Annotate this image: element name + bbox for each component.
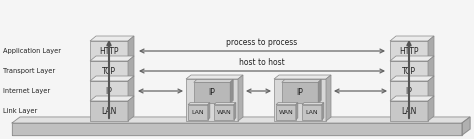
Polygon shape — [234, 103, 236, 120]
Polygon shape — [238, 75, 243, 121]
Polygon shape — [12, 123, 462, 135]
Polygon shape — [128, 56, 134, 81]
Polygon shape — [194, 79, 233, 82]
Polygon shape — [208, 103, 210, 120]
Polygon shape — [318, 79, 321, 103]
Polygon shape — [282, 79, 321, 82]
Polygon shape — [390, 36, 434, 41]
Polygon shape — [428, 96, 434, 121]
Polygon shape — [186, 75, 243, 79]
Text: Application Layer: Application Layer — [3, 48, 61, 54]
Polygon shape — [326, 75, 331, 121]
Polygon shape — [274, 79, 326, 121]
Text: process to process: process to process — [227, 38, 298, 47]
Text: LAN: LAN — [101, 106, 117, 116]
Polygon shape — [90, 101, 128, 121]
Text: HTTP: HTTP — [99, 47, 119, 55]
Polygon shape — [90, 36, 134, 41]
Polygon shape — [214, 105, 234, 120]
Polygon shape — [428, 56, 434, 81]
Polygon shape — [128, 96, 134, 121]
Text: LAN: LAN — [401, 106, 417, 116]
Polygon shape — [214, 103, 236, 105]
Text: IP: IP — [406, 86, 412, 95]
Text: Transport Layer: Transport Layer — [3, 68, 55, 74]
Polygon shape — [302, 103, 324, 105]
Polygon shape — [90, 81, 128, 101]
Text: WAN: WAN — [217, 110, 231, 115]
Text: WAN: WAN — [279, 110, 293, 115]
Polygon shape — [90, 61, 128, 81]
Polygon shape — [282, 82, 318, 103]
Polygon shape — [390, 96, 434, 101]
Polygon shape — [128, 36, 134, 61]
Polygon shape — [322, 103, 324, 120]
Polygon shape — [276, 103, 298, 105]
Polygon shape — [390, 76, 434, 81]
Polygon shape — [188, 105, 208, 120]
Text: IP: IP — [209, 88, 216, 97]
Polygon shape — [194, 82, 230, 103]
Polygon shape — [390, 41, 428, 61]
Text: LAN: LAN — [191, 110, 204, 115]
Text: Link Layer: Link Layer — [3, 108, 37, 114]
Polygon shape — [296, 103, 298, 120]
Polygon shape — [276, 105, 296, 120]
Polygon shape — [188, 103, 210, 105]
Polygon shape — [90, 76, 134, 81]
Polygon shape — [90, 56, 134, 61]
Polygon shape — [90, 96, 134, 101]
Polygon shape — [186, 79, 238, 121]
Text: Internet Layer: Internet Layer — [3, 88, 50, 94]
Polygon shape — [390, 61, 428, 81]
Text: IP: IP — [106, 86, 112, 95]
Polygon shape — [12, 117, 470, 123]
Text: host to host: host to host — [239, 58, 285, 67]
Polygon shape — [390, 101, 428, 121]
Polygon shape — [462, 117, 470, 135]
Text: TCP: TCP — [102, 66, 116, 75]
Text: IP: IP — [297, 88, 303, 97]
Polygon shape — [390, 81, 428, 101]
Polygon shape — [428, 36, 434, 61]
Polygon shape — [274, 75, 331, 79]
Polygon shape — [128, 76, 134, 101]
Polygon shape — [428, 76, 434, 101]
Polygon shape — [390, 56, 434, 61]
Text: TCP: TCP — [402, 66, 416, 75]
Polygon shape — [90, 41, 128, 61]
Text: HTTP: HTTP — [399, 47, 419, 55]
Text: LAN: LAN — [306, 110, 318, 115]
Polygon shape — [302, 105, 322, 120]
Polygon shape — [230, 79, 233, 103]
